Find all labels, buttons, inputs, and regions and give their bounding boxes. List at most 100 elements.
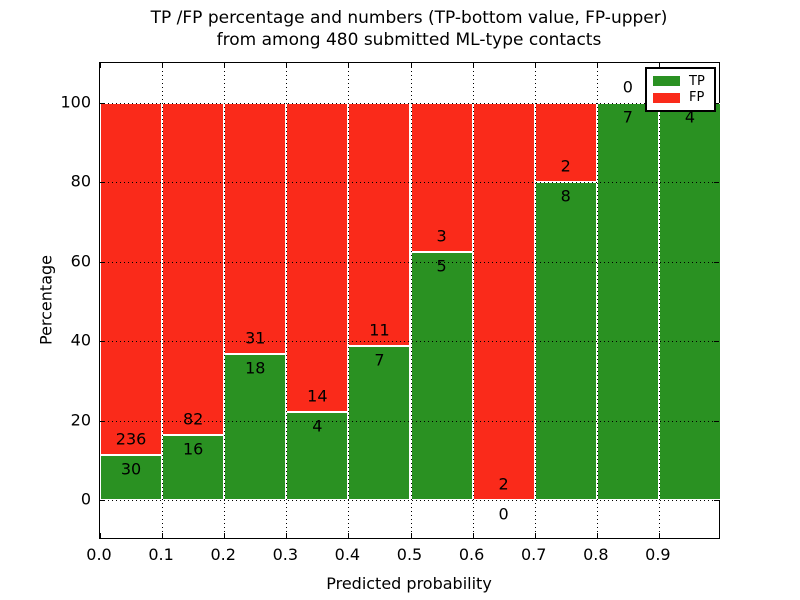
x-tick-label: 0.0 (86, 545, 112, 564)
y-tick-mark (714, 341, 719, 343)
chart-title-line1: TP /FP percentage and numbers (TP-bottom… (150, 8, 668, 28)
bar-tp (286, 411, 349, 501)
fp-count-label: 31 (245, 328, 266, 348)
x-tick-label: 0.2 (210, 545, 236, 564)
y-tick-mark (714, 261, 719, 263)
y-tick-mark (100, 500, 105, 502)
fp-count-label: 82 (182, 409, 204, 429)
x-tick-mark (162, 63, 164, 68)
legend: TP FP (645, 67, 716, 112)
gridline-vertical (162, 63, 164, 538)
x-tick-mark (596, 533, 598, 538)
x-tick-mark (100, 63, 101, 68)
y-tick-mark (714, 182, 719, 184)
bar-tp (658, 102, 721, 501)
x-tick-mark (348, 63, 350, 68)
fp-count-label: 236 (115, 429, 147, 449)
x-tick-label: 0.3 (272, 545, 299, 564)
tp-count-label: 0 (498, 504, 509, 524)
legend-label-tp: TP (689, 73, 705, 89)
gridline-vertical (534, 63, 536, 538)
x-tick-mark (472, 533, 474, 538)
x-tick-mark (286, 533, 288, 538)
x-tick-mark (286, 63, 288, 68)
x-tick-mark (472, 63, 474, 68)
y-tick-mark (714, 420, 719, 422)
x-tick-label: 0.5 (396, 545, 423, 564)
y-tick-label: 40 (70, 330, 91, 350)
y-tick-label: 0 (80, 489, 91, 509)
bar-fp (224, 102, 287, 355)
tp-count-label: 8 (560, 186, 571, 206)
fp-count-label: 2 (560, 156, 571, 176)
fp-count-label: 14 (307, 386, 328, 406)
gridline-vertical (286, 63, 288, 538)
gridline-vertical (348, 63, 350, 538)
bar-fp (472, 102, 535, 501)
x-tick-mark (348, 533, 350, 538)
x-tick-mark (224, 63, 226, 68)
x-tick-mark (534, 63, 536, 68)
y-tick-mark (100, 341, 105, 343)
x-tick-label: 0.6 (458, 545, 485, 564)
gridline-vertical (410, 63, 412, 538)
tp-count-label: 7 (374, 350, 385, 370)
gridline-vertical (658, 63, 660, 538)
gridline-vertical (596, 63, 598, 538)
x-tick-mark (162, 533, 164, 538)
y-tick-label: 100 (60, 92, 91, 112)
bar-fp (348, 102, 411, 346)
bar-fp (410, 102, 473, 252)
y-tick-label: 20 (70, 410, 91, 430)
x-tick-label: 0.4 (334, 545, 361, 564)
bar-fp (286, 102, 349, 412)
fp-count-label: 0 (622, 77, 633, 97)
y-tick-mark (100, 182, 105, 184)
gridline-horizontal (100, 261, 719, 263)
x-tick-mark (658, 63, 660, 68)
y-tick-mark (714, 102, 719, 104)
x-tick-mark (658, 533, 660, 538)
x-tick-mark (410, 533, 412, 538)
legend-swatch-fp (653, 92, 680, 103)
x-axis-label: Predicted probability (326, 574, 492, 593)
tp-count-label: 16 (182, 439, 204, 459)
y-tick-mark (100, 102, 105, 104)
chart-title-line2: from among 480 submitted ML-type contact… (216, 30, 602, 50)
y-tick-label: 80 (70, 171, 91, 191)
gridline-horizontal (100, 102, 719, 104)
gridline-vertical (224, 63, 226, 538)
bar-fp (100, 102, 163, 456)
y-tick-mark (100, 420, 105, 422)
y-tick-mark (714, 500, 719, 502)
bar-fp (162, 102, 225, 436)
tp-count-label: 18 (245, 358, 266, 378)
tp-count-label: 5 (436, 256, 447, 276)
tp-count-label: 30 (120, 459, 142, 479)
plot-area: 236 30 82 16 31 18 14 4 11 7 3 5 2 0 2 8 0 7 4 (99, 62, 721, 539)
bar-tp (100, 455, 163, 501)
gridline-horizontal (100, 420, 719, 422)
x-tick-label: 0.8 (583, 545, 609, 564)
legend-label-fp: FP (689, 90, 705, 106)
x-tick-mark (534, 533, 536, 538)
tp-count-label: 7 (622, 107, 633, 127)
y-tick-label: 60 (70, 251, 91, 271)
bar-tp (410, 251, 473, 501)
legend-swatch-tp (653, 76, 680, 87)
x-tick-label: 0.1 (148, 545, 174, 564)
x-tick-label: 0.9 (645, 545, 671, 564)
x-tick-mark (596, 63, 598, 68)
tp-count-label: 4 (312, 416, 323, 436)
legend-entry-tp: TP (653, 75, 708, 88)
legend-entry-fp: FP (653, 91, 708, 104)
fp-count-label: 2 (498, 474, 509, 494)
gridline-horizontal (100, 341, 719, 343)
x-tick-mark (100, 533, 101, 538)
y-tick-mark (100, 261, 105, 263)
x-tick-mark (410, 63, 412, 68)
bar-tp (162, 435, 225, 501)
fp-count-label: 11 (369, 320, 390, 340)
chart-title: TP /FP percentage and numbers (TP-bottom… (151, 7, 668, 51)
